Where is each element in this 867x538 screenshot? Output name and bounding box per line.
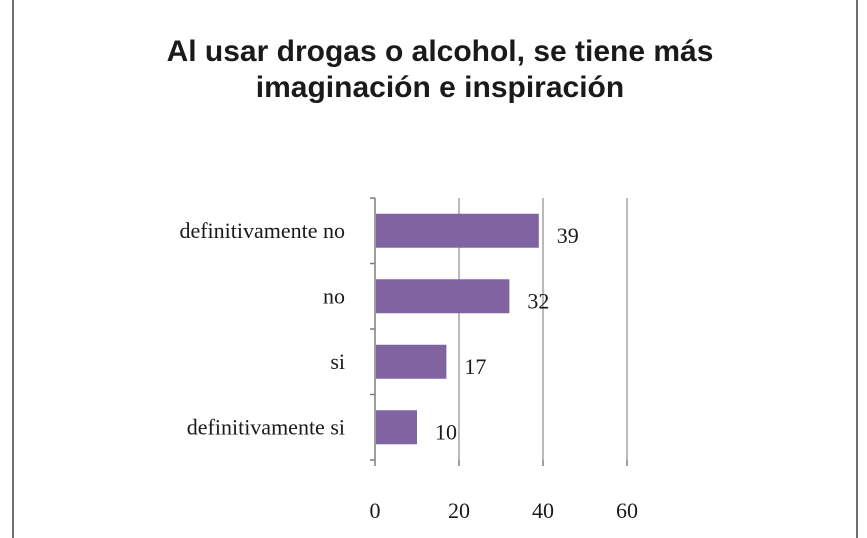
- data-label: 39: [557, 223, 579, 248]
- x-tick-label-0: 0: [370, 498, 381, 523]
- bar-no: [376, 279, 510, 314]
- bar-definitivamente-no: [376, 213, 539, 248]
- data-label: 10: [435, 419, 457, 444]
- category-label: definitivamente no: [179, 218, 345, 243]
- x-tick-label-60: 60: [616, 498, 638, 523]
- chart-title: Al usar drogas o alcohol, se tiene más i…: [166, 35, 714, 104]
- category-label: definitivamente si: [187, 414, 345, 439]
- x-tick-label-40: 40: [532, 498, 554, 523]
- category-label: si: [330, 349, 345, 374]
- category-label: no: [323, 283, 345, 308]
- bar-si: [376, 344, 447, 379]
- bar-definitivamente-si: [376, 410, 417, 445]
- chart-frame: [12, 0, 858, 538]
- x-tick-label-20: 20: [448, 498, 470, 523]
- data-label: 17: [464, 354, 486, 379]
- data-label: 32: [527, 288, 549, 313]
